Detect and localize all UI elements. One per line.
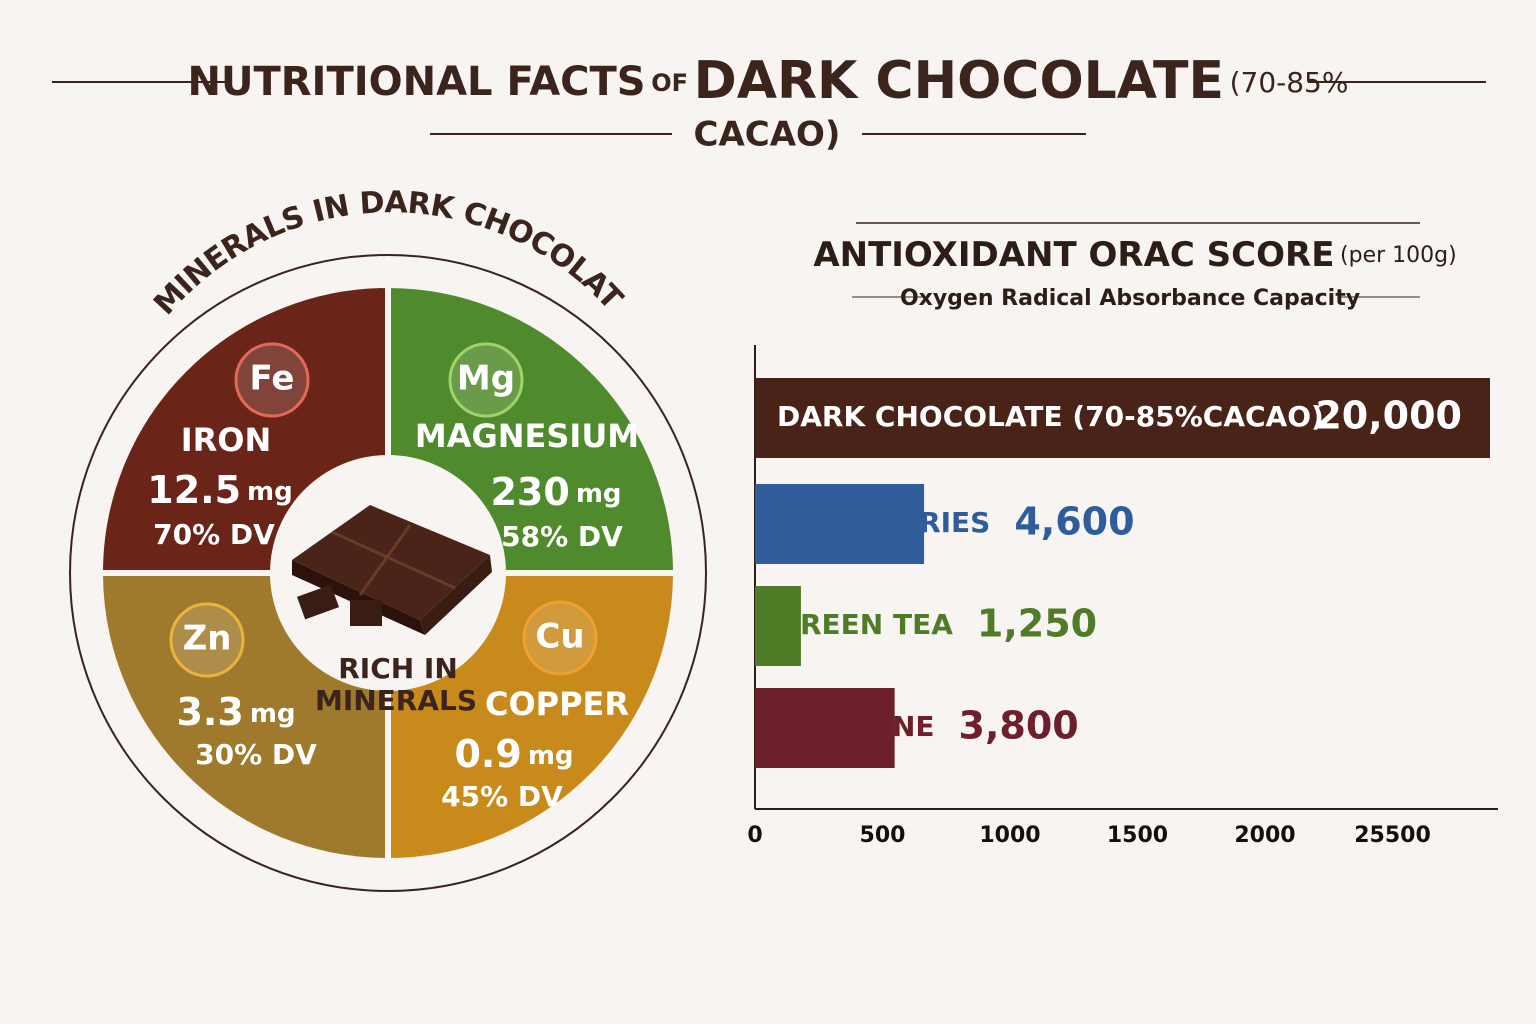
value-label: 3,800 — [959, 704, 1079, 748]
x-tick-label: 500 — [860, 823, 906, 848]
ring — [69, 254, 707, 892]
bar — [755, 484, 925, 564]
amount-value: 230 — [490, 470, 569, 514]
bar — [755, 586, 801, 666]
mineral-name: IRON — [181, 421, 272, 459]
title-part: CACAO) — [694, 115, 841, 155]
x-tick-label: 1000 — [979, 823, 1040, 848]
chart-subtitle: Oxygen Radical Absorbance Capacity — [900, 286, 1360, 311]
value-label: 20,000 — [1315, 394, 1462, 438]
mineral-name: MAGNESIUM — [415, 417, 639, 455]
amount-unit: mg — [528, 741, 574, 771]
chart-title: ANTIOXIDANT ORAC SCORE — [813, 235, 1334, 275]
symbol-badge — [522, 600, 598, 676]
amount-unit: mg — [247, 477, 293, 507]
value-label: 1,250 — [977, 602, 1097, 646]
title-part: (70-85% — [1230, 66, 1349, 99]
bar — [755, 688, 895, 768]
x-tick-label: 1500 — [1107, 823, 1168, 848]
x-tick-label: 25500 — [1354, 823, 1431, 848]
category-label: RED WINE — [777, 710, 935, 743]
x-tick-label: 2000 — [1234, 823, 1295, 848]
mineral-name: COPPER — [485, 685, 629, 723]
daily-value: 58% DV — [501, 520, 623, 553]
value-label: 4,600 — [1014, 500, 1134, 544]
symbol: Mg — [457, 359, 515, 399]
amount-unit: mg — [250, 699, 296, 729]
category-label: DARK CHOCOLATE (70-85%CACAO) — [777, 400, 1324, 433]
symbol: Fe — [250, 359, 295, 399]
daily-value: 45% DV — [441, 780, 563, 813]
chart-title-note: (per 100g) — [1340, 243, 1457, 268]
amount: 230 mg — [490, 470, 621, 514]
center-label: RICH IN — [338, 652, 458, 685]
title-part: NUTRITIONAL FACTS — [188, 59, 646, 105]
center-label: MINERALS — [315, 684, 477, 717]
amount-value: 0.9 — [454, 732, 521, 776]
title-part: DARK CHOCOLATE — [694, 51, 1224, 111]
symbol: Zn — [183, 619, 232, 659]
symbol-badge — [234, 342, 310, 418]
symbol-badge — [448, 342, 524, 418]
amount-value: 12.5 — [147, 468, 241, 512]
category-label: GREEN TEA — [777, 608, 953, 641]
title: NUTRITIONAL FACTS OF DARK CHOCOLATE (70-… — [188, 51, 1349, 111]
category-label: BLUEBERRIES — [777, 506, 990, 539]
symbol-badge — [169, 602, 245, 678]
amount: 3.3 mg — [176, 690, 295, 734]
symbol: Cu — [535, 617, 584, 657]
chart-title: ANTIOXIDANT ORAC SCORE (per 100g) — [813, 235, 1456, 275]
amount-value: 3.3 — [176, 690, 243, 734]
amount: 0.9 mg — [454, 732, 573, 776]
daily-value: 70% DV — [153, 518, 275, 551]
chocolate-icon — [292, 505, 492, 635]
bar — [755, 378, 1490, 458]
amount-unit: mg — [576, 479, 622, 509]
title-part: OF — [651, 69, 688, 97]
daily-value: 30% DV — [195, 738, 317, 771]
x-tick-label: 0 — [747, 823, 762, 848]
amount: 12.5 mg — [147, 468, 292, 512]
